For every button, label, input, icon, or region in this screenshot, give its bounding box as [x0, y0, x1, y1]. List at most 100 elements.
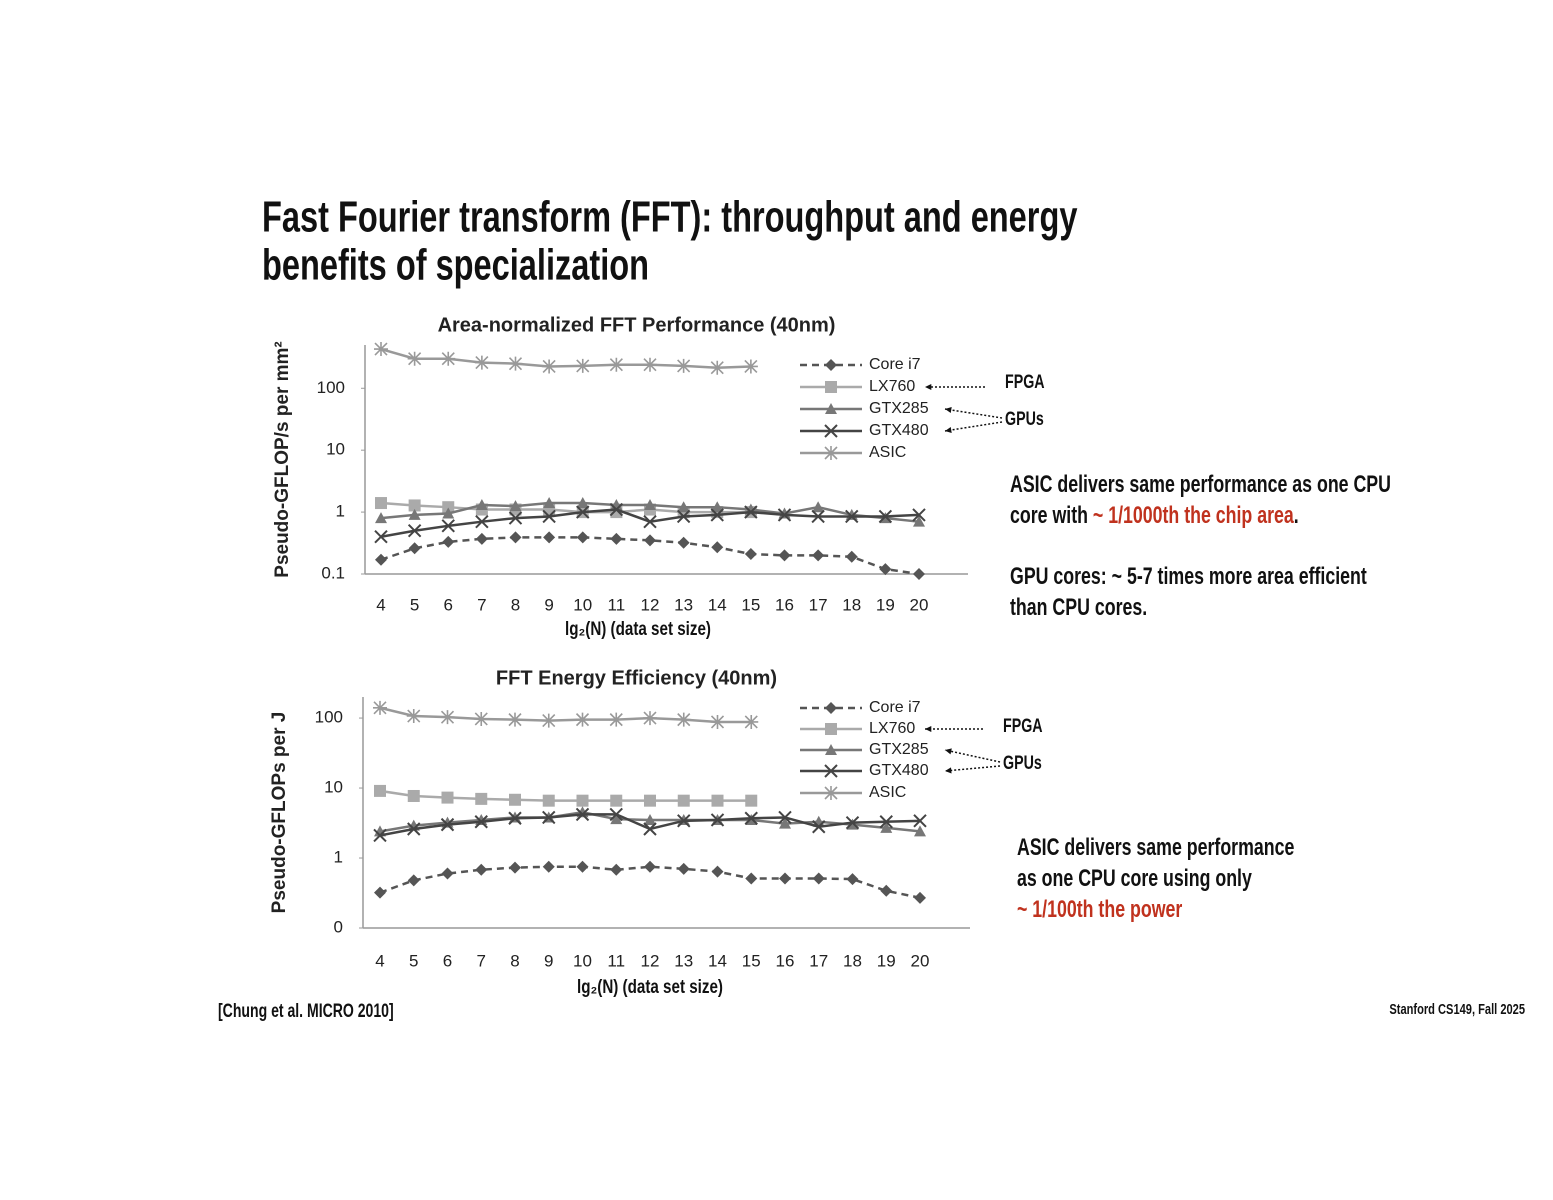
legend-marker	[824, 764, 838, 778]
data-point	[912, 508, 926, 522]
legend-marker	[824, 446, 838, 460]
x-tick-label: 9	[544, 595, 553, 614]
data-point	[744, 548, 757, 561]
data-point	[643, 357, 657, 372]
legend-marker	[825, 403, 837, 414]
data-point	[609, 807, 623, 822]
citation: [Chung et al. MICRO 2010]	[218, 1000, 394, 1022]
x-tick-label: 12	[641, 595, 660, 614]
data-point	[442, 535, 455, 548]
data-point	[711, 541, 724, 554]
arrow-head	[945, 748, 952, 755]
note-line: as one CPU core using only	[1017, 865, 1252, 891]
data-point	[408, 508, 421, 520]
data-point	[644, 499, 656, 511]
annotation: FPGA	[1003, 715, 1043, 736]
data-point	[812, 820, 826, 834]
arrow-head	[945, 406, 952, 413]
data-point	[710, 360, 725, 375]
data-point	[475, 514, 489, 529]
data-point	[610, 813, 623, 825]
data-point	[710, 813, 725, 827]
y-tick-label: 10	[324, 778, 343, 797]
legend-marker	[824, 424, 838, 438]
data-point	[914, 825, 926, 837]
data-point	[509, 531, 522, 544]
note-text: ~ 1/1000th the chip area	[1093, 502, 1294, 528]
data-point	[913, 568, 925, 580]
data-point	[441, 867, 454, 880]
data-point	[879, 563, 892, 576]
data-point	[880, 884, 893, 897]
data-point	[374, 886, 386, 899]
data-point	[576, 860, 589, 873]
note-line: than CPU cores.	[1010, 594, 1147, 620]
note-line: GPU cores: ~ 5-7 times more area efficie…	[1010, 563, 1367, 589]
data-point	[644, 534, 656, 547]
data-point	[610, 794, 623, 807]
data-point	[407, 524, 422, 538]
legend-marker	[825, 702, 837, 714]
note-line: ASIC delivers same performance	[1017, 834, 1295, 860]
legend-label: GTX480	[869, 762, 929, 779]
data-point	[677, 536, 690, 549]
series-line	[380, 347, 751, 369]
x-tick-label: 20	[911, 951, 930, 970]
note-text: ASIC delivers same performance	[1017, 834, 1295, 860]
x-tick-label: 8	[510, 951, 519, 970]
data-point	[373, 700, 387, 715]
chart-title: Area-normalized FFT Performance (40nm)	[438, 314, 836, 336]
data-point	[710, 714, 725, 729]
x-tick-label: 11	[608, 595, 626, 614]
data-point	[474, 711, 489, 726]
data-point	[441, 519, 455, 533]
x-tick-label: 15	[741, 595, 760, 614]
note-text: ASIC delivers same performance as one CP…	[1010, 471, 1391, 497]
data-point	[676, 358, 691, 373]
note-line: ASIC delivers same performance as one CP…	[1010, 471, 1391, 497]
footer: Stanford CS149, Fall 2025	[1389, 1000, 1525, 1017]
x-tick-label: 6	[444, 595, 453, 614]
data-point	[913, 515, 925, 527]
data-point	[845, 815, 860, 830]
y-tick-label: 10	[326, 440, 345, 459]
x-tick-label: 19	[877, 951, 896, 970]
data-point	[779, 817, 791, 829]
x-tick-label: 4	[376, 595, 385, 614]
x-tick-label: 6	[443, 951, 452, 970]
legend-marker	[825, 359, 837, 371]
note-text: as one CPU core using only	[1017, 865, 1252, 891]
x-tick-label: 13	[674, 951, 693, 970]
data-point	[543, 497, 556, 509]
data-point	[676, 712, 691, 727]
x-tick-label: 13	[674, 595, 693, 614]
data-point	[778, 549, 791, 562]
series-line	[379, 706, 752, 724]
data-point	[474, 815, 488, 829]
data-point	[609, 502, 624, 517]
data-point	[576, 505, 590, 519]
data-point	[475, 499, 488, 511]
data-point	[575, 358, 590, 373]
legend-label: GTX480	[869, 422, 929, 439]
data-point	[644, 794, 656, 807]
x-tick-label: 20	[910, 595, 929, 614]
x-tick-label: 4	[375, 951, 384, 970]
x-tick-label: 16	[775, 595, 794, 614]
legend-marker	[825, 381, 837, 393]
data-point	[374, 530, 388, 544]
data-point	[845, 509, 859, 524]
data-point	[779, 872, 791, 885]
data-point	[812, 549, 825, 562]
annotation-arrow	[944, 765, 1001, 772]
note-text: ~ 1/100th the power	[1017, 896, 1182, 922]
annotation: GPUs	[1003, 752, 1042, 773]
data-point	[442, 501, 455, 514]
data-point	[610, 863, 623, 876]
x-tick-label: 18	[843, 951, 862, 970]
series-line	[379, 789, 752, 802]
slide-title: Fast Fourier transform (FFT): throughput…	[262, 193, 1078, 242]
arrow-head	[925, 725, 932, 733]
data-point	[677, 501, 690, 513]
annotation-arrow	[944, 408, 1003, 419]
